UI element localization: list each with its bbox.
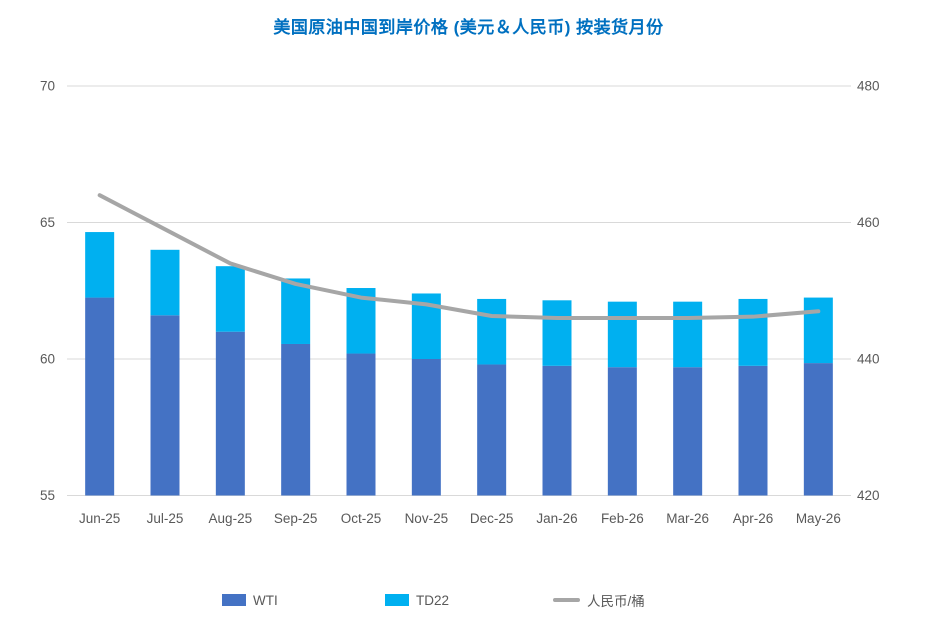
bar-segment-wti <box>477 364 507 496</box>
bar-segment-wti <box>607 367 637 496</box>
x-axis-label: Oct-25 <box>341 511 382 526</box>
right-axis-tick-label: 480 <box>857 79 880 94</box>
bar-segment-wti <box>346 353 376 496</box>
bar-segment-td22 <box>281 278 311 344</box>
bar-segment-td22 <box>738 298 768 366</box>
bar-segment-wti <box>150 315 180 496</box>
left-axis-tick-label: 55 <box>40 488 55 503</box>
x-axis-label: Aug-25 <box>209 511 253 526</box>
x-axis-label: Jun-25 <box>79 511 120 526</box>
right-axis-tick-label: 420 <box>857 488 880 503</box>
bar-segment-wti <box>85 297 115 496</box>
right-axis-tick-label: 460 <box>857 215 880 230</box>
bar-segment-wti <box>803 363 833 496</box>
bar-segment-td22 <box>803 297 833 364</box>
left-axis-tick-label: 65 <box>40 215 55 230</box>
x-axis-label: Mar-26 <box>666 511 709 526</box>
x-axis-label: Nov-25 <box>405 511 449 526</box>
bar-segment-td22 <box>477 298 507 365</box>
bar-segment-td22 <box>85 232 115 298</box>
x-axis-label: Dec-25 <box>470 511 514 526</box>
x-axis-label: Sep-25 <box>274 511 318 526</box>
rmb-per-barrel-line <box>97 193 821 321</box>
bar-segment-td22 <box>542 300 572 366</box>
left-axis-tick-label: 70 <box>40 79 55 94</box>
x-axis-label: May-26 <box>796 511 841 526</box>
x-axis-label: Apr-26 <box>733 511 774 526</box>
x-axis-label: Jul-25 <box>147 511 184 526</box>
bar-segment-wti <box>215 331 245 496</box>
bar-segment-td22 <box>150 249 180 316</box>
left-axis-tick-label: 60 <box>40 352 55 367</box>
chart-title: 美国原油中国到岸价格 (美元＆人民币) 按装货月份 <box>273 18 664 37</box>
bar-segment-wti <box>738 365 768 496</box>
bar-segment-td22 <box>673 301 703 368</box>
bar-segment-td22 <box>215 266 245 332</box>
bar-segment-wti <box>673 367 703 496</box>
bar-segment-wti <box>411 359 441 496</box>
bar-segment-td22 <box>607 301 637 368</box>
bar-segment-wti <box>281 343 311 496</box>
x-axis-label: Feb-26 <box>601 511 644 526</box>
right-axis-tick-label: 440 <box>857 352 880 367</box>
bar-segment-wti <box>542 365 572 496</box>
x-axis-label: Jan-26 <box>536 511 577 526</box>
